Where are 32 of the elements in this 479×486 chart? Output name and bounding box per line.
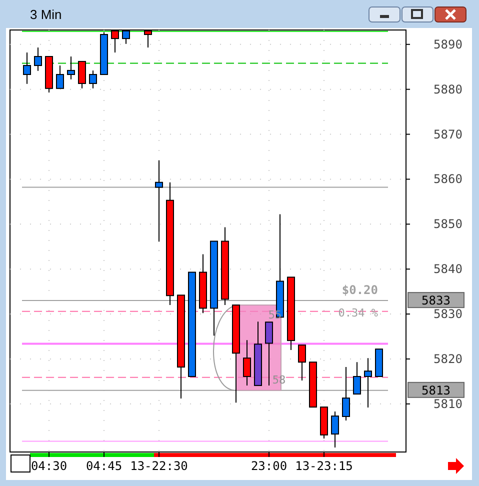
y-tick-label: 5830: [434, 307, 462, 322]
y-tick-label: 5840: [434, 262, 462, 276]
candlestick: [89, 70, 97, 89]
x-tick-label: 23:00: [250, 459, 288, 473]
y-tick-label: 5870: [434, 127, 462, 142]
candlestick: [155, 160, 163, 242]
candlestick: [265, 322, 273, 386]
y-tick-label: 5880: [434, 82, 462, 96]
candlestick: [67, 56, 75, 80]
x-tick-label: 13-23:15: [295, 459, 353, 473]
y-tick-label: 5810: [434, 396, 462, 411]
candlestick: [298, 344, 306, 382]
ref-line-label: 5833: [422, 294, 450, 308]
candlestick: [353, 362, 361, 395]
candlestick: [342, 366, 350, 422]
x-tick-label: 04:30: [30, 459, 68, 473]
annotation: $0.20: [342, 282, 378, 297]
y-tick-label: 5890: [434, 37, 462, 52]
candlestick: [56, 65, 64, 89]
chart-title: 3 Min: [30, 7, 62, 22]
candlestick: [331, 411, 339, 448]
y-tick-label: 5850: [434, 217, 462, 232]
x-tick-label: 04:45: [86, 459, 122, 473]
candlestick: [34, 47, 42, 72]
candlestick: [23, 52, 31, 84]
y-tick-label: 5860: [434, 172, 462, 186]
y-tick-label: 5820: [434, 352, 462, 366]
x-tick-label: 13-22:30: [130, 459, 188, 473]
candlestick: [78, 60, 86, 89]
candlestick: [364, 358, 372, 408]
candlestick: [243, 340, 251, 386]
ref-line-label: 5813: [422, 383, 450, 398]
